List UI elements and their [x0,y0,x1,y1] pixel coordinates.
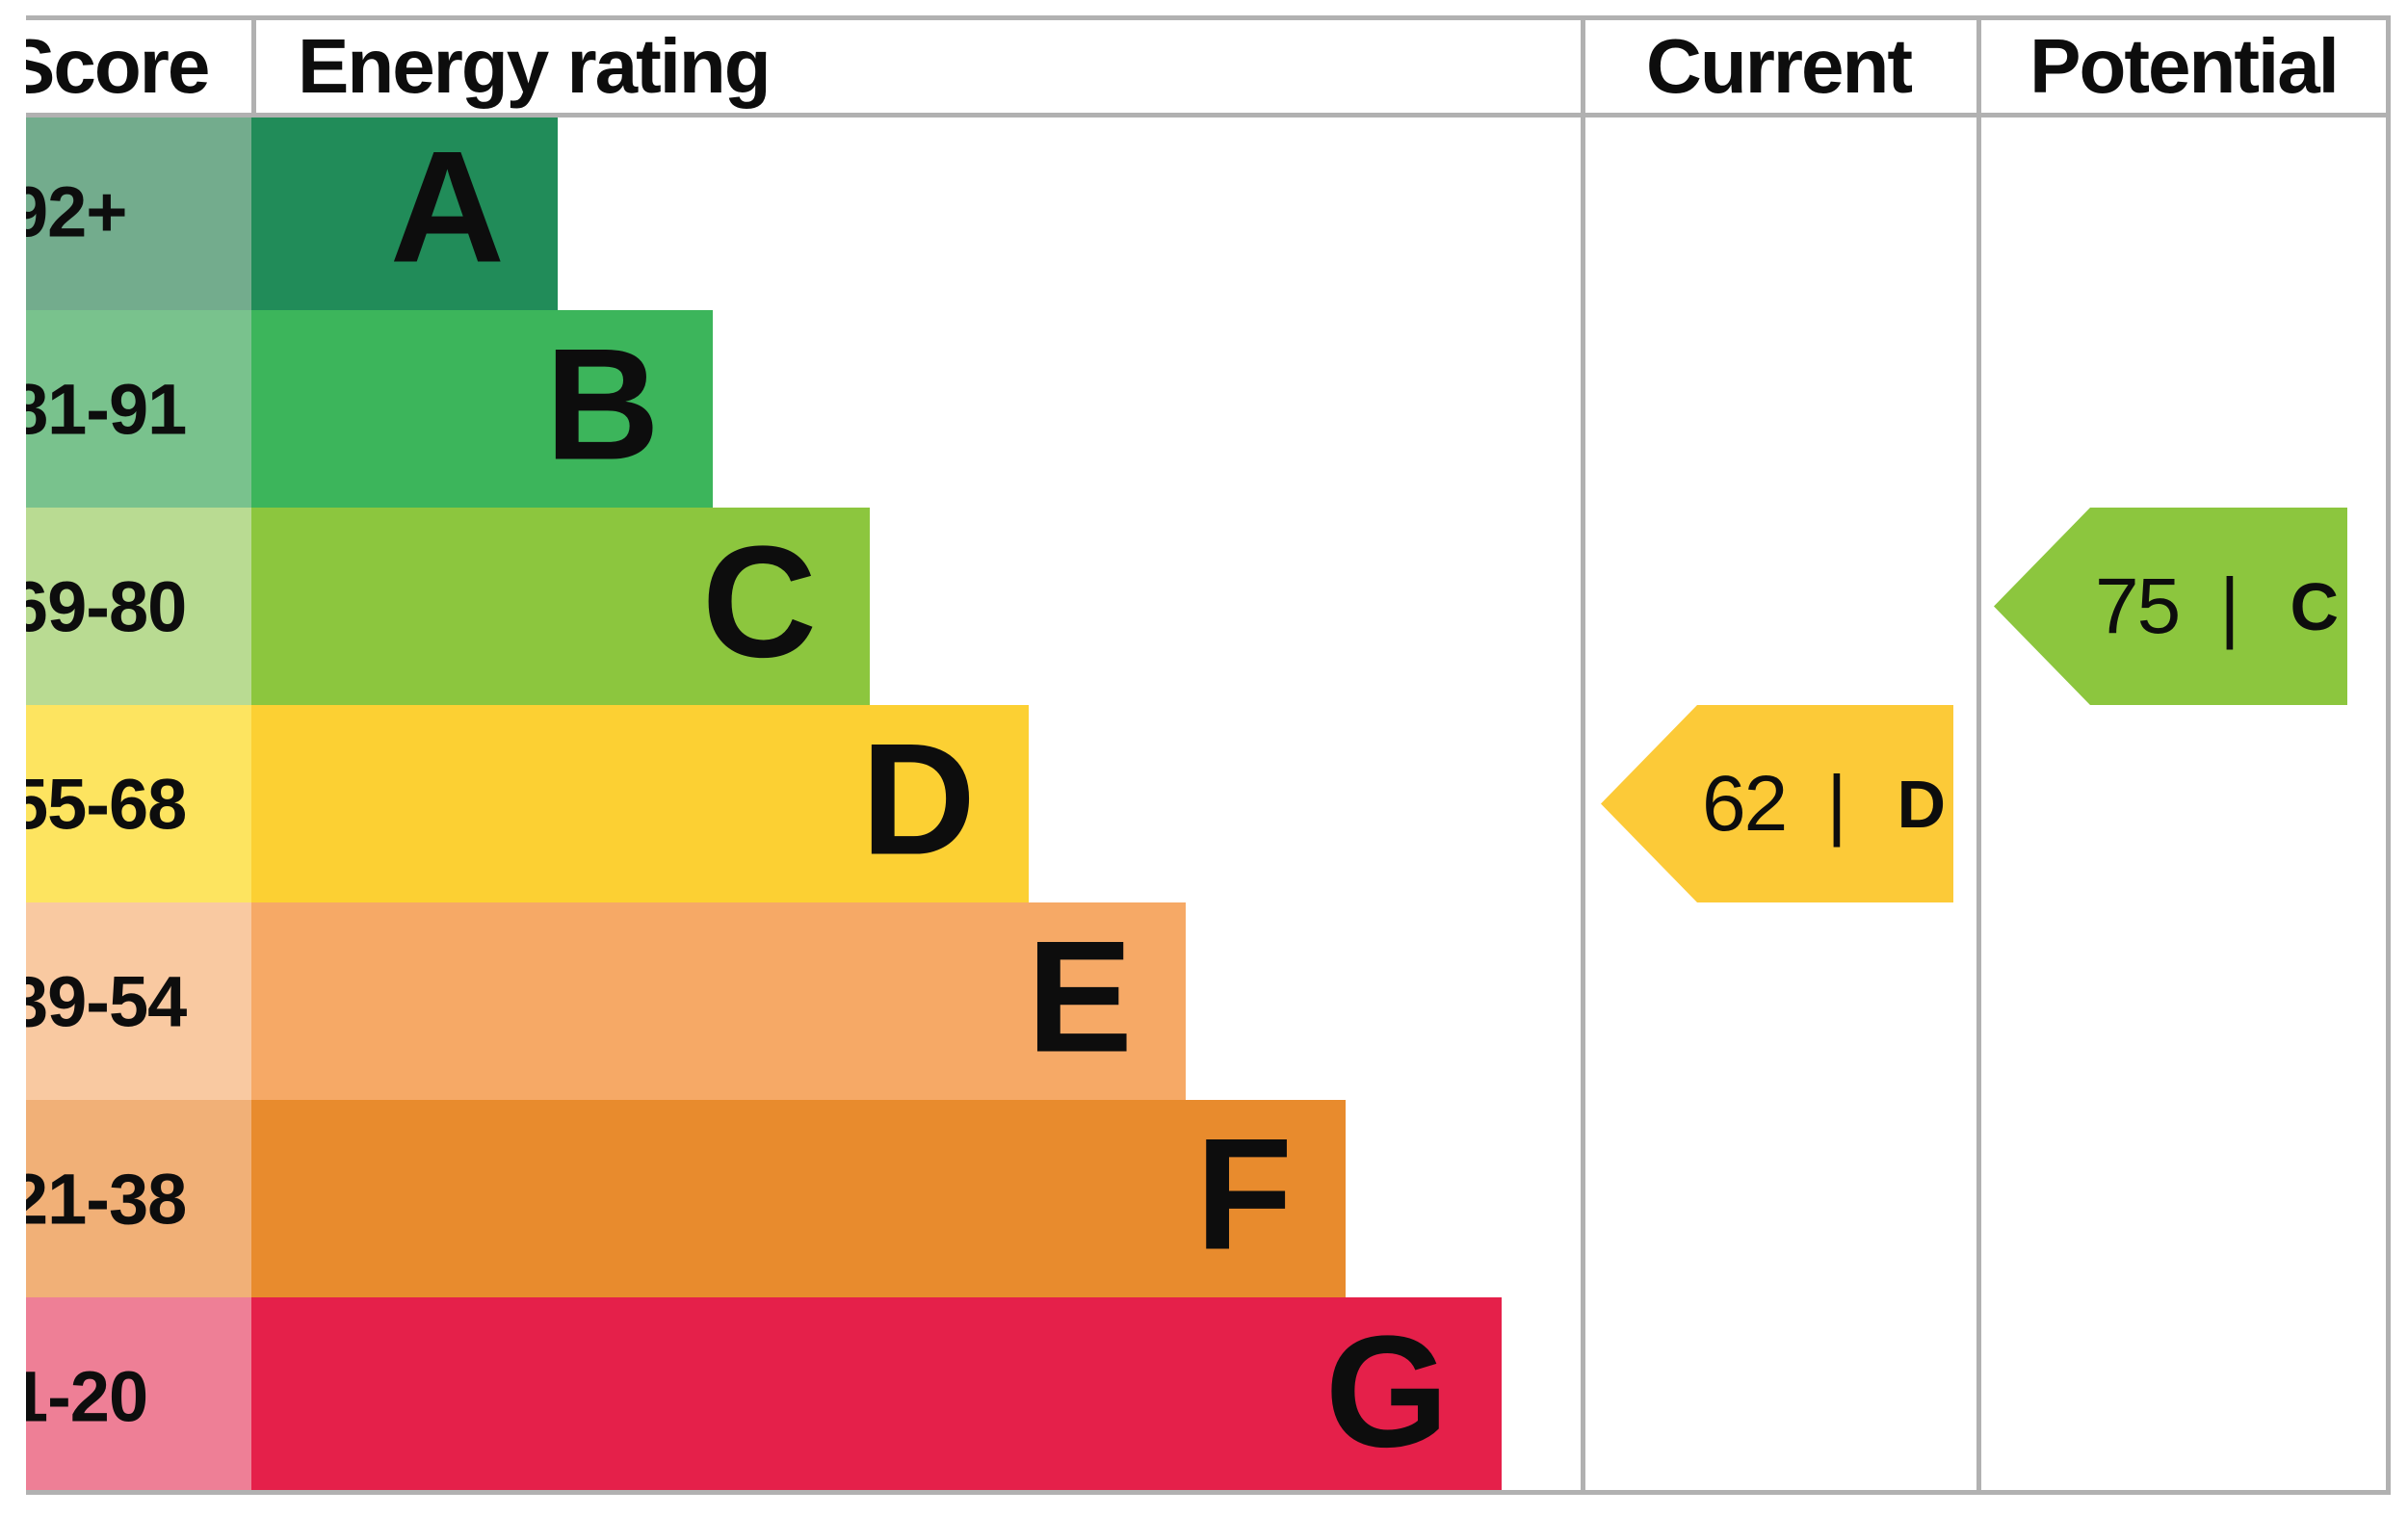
band-bar: G [251,1297,1502,1495]
band-rows: 92+ A 81-91 B 69-80 C [26,113,2391,1495]
band-letter: B [544,315,660,493]
table-border-bottom [26,1490,2391,1495]
current-column-divider [1581,15,1585,1495]
potential-score-value: 75 [2095,562,2181,650]
band-row-g: 1-20 G [26,1297,2391,1495]
score-range-label: 39-54 [26,961,187,1041]
score-range-label: 1-20 [26,1356,148,1436]
potential-header-label: Potential [2029,23,2340,109]
band-row-c: 69-80 C [26,508,2391,705]
band-bar: C [251,508,870,705]
score-column-header: Score [26,20,251,113]
current-score-value: 62 [1702,759,1788,848]
score-range-label: 92+ [26,171,128,251]
band-row-d: 55-68 D [26,705,2391,902]
band-row-b: 81-91 B [26,310,2391,508]
score-cell: 81-91 [26,310,251,508]
band-letter: D [860,710,976,888]
potential-column-header: Potential [1976,20,2391,113]
score-cell: 55-68 [26,705,251,902]
band-letter: C [701,512,817,691]
potential-separator: | [2219,562,2240,650]
band-letter: A [389,118,505,296]
score-range-label: 81-91 [26,369,187,449]
potential-rating-letter: C [2290,568,2340,644]
band-row-e: 39-54 E [26,902,2391,1100]
band-bar: A [251,113,558,310]
band-bar: D [251,705,1029,902]
current-rating-letter: D [1897,766,1947,842]
band-letter: E [1026,907,1133,1085]
band-letter: F [1195,1105,1293,1283]
score-range-label: 21-38 [26,1159,187,1239]
band-row-f: 21-38 F [26,1100,2391,1297]
score-cell: 1-20 [26,1297,251,1495]
score-range-label: 69-80 [26,566,187,646]
band-letter: G [1324,1302,1449,1480]
score-cell: 69-80 [26,508,251,705]
header-bottom-border [26,113,2391,118]
band-bar: B [251,310,713,508]
score-cell: 92+ [26,113,251,310]
table-border-top [26,15,2391,20]
energy-rating-header-label: Energy rating [298,23,772,109]
score-header-label: Score [26,23,210,109]
current-header-label: Current [1646,23,1913,109]
band-bar: F [251,1100,1346,1297]
current-separator: | [1826,759,1847,848]
table-border-right [2386,15,2391,1495]
potential-column-divider [1976,15,1981,1495]
score-cell: 21-38 [26,1100,251,1297]
score-range-label: 55-68 [26,764,187,844]
score-column-divider [251,15,256,118]
rating-table: Score Energy rating Current Potential 92… [26,15,2391,1495]
band-bar: E [251,902,1186,1100]
band-row-a: 92+ A [26,113,2391,310]
current-column-header: Current [1581,20,1976,113]
energy-rating-column-header: Energy rating [251,20,1581,113]
score-cell: 39-54 [26,902,251,1100]
